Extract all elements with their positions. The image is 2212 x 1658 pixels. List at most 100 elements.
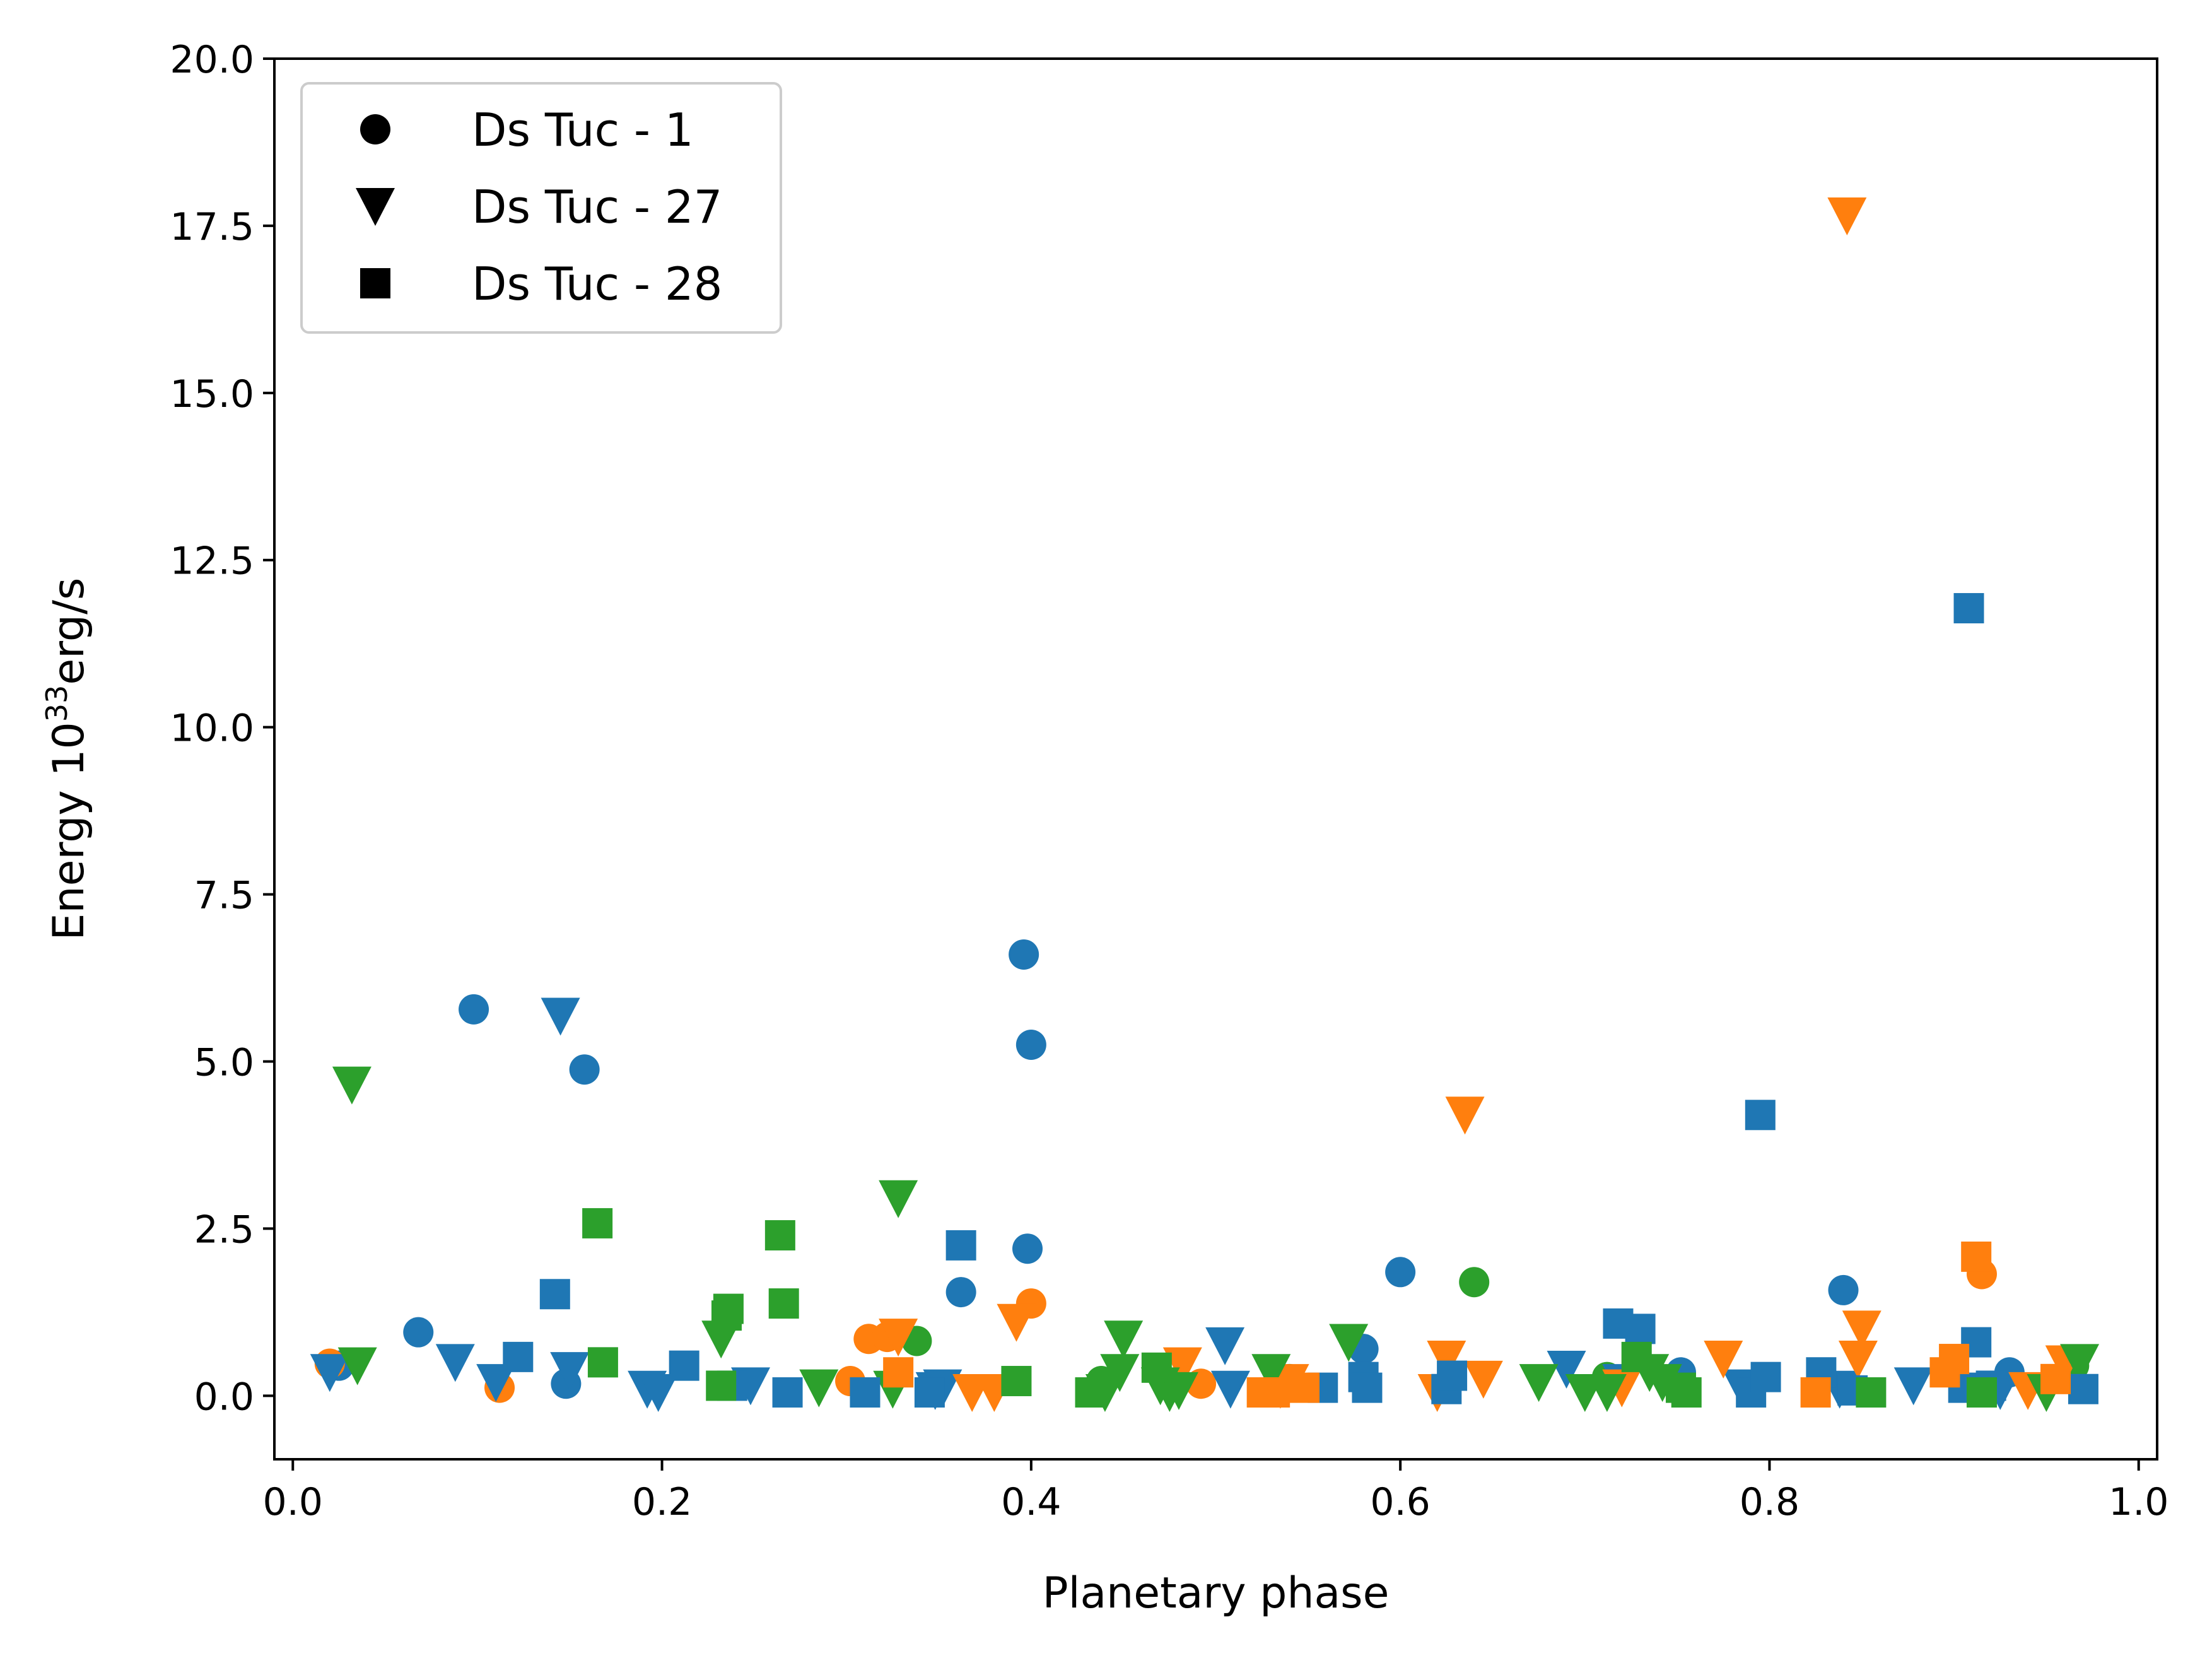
data-point-square-blue <box>539 1279 570 1310</box>
data-point-triangle-down-orange <box>1842 1310 1881 1349</box>
data-point-triangle-down-blue <box>541 997 580 1036</box>
data-point-square-green <box>587 1347 618 1378</box>
data-point-triangle-down-green <box>1251 1354 1291 1392</box>
data-point-triangle-down-orange <box>1463 1360 1503 1399</box>
data-point-square-green <box>1075 1377 1106 1408</box>
data-point-triangle-down-orange <box>879 1319 918 1357</box>
data-point-square-blue <box>1352 1372 1383 1403</box>
data-point-triangle-down-green <box>1587 1374 1627 1413</box>
data-point-triangle-down-green <box>1519 1364 1559 1402</box>
data-point-circle-blue <box>1012 1233 1043 1264</box>
data-point-triangle-down-blue <box>1893 1367 1933 1406</box>
data-point-triangle-down-orange <box>1445 1097 1485 1135</box>
data-point-circle-blue <box>1828 1274 1859 1305</box>
data-markers <box>310 197 2100 1413</box>
x-tick-label: 0.4 <box>1001 1480 1061 1524</box>
data-point-square-green <box>1621 1341 1652 1372</box>
data-point-triangle-down-green <box>332 1066 372 1105</box>
data-point-triangle-down-orange <box>1162 1347 1202 1385</box>
y-axis-label-prefix: Energy 10 <box>44 722 94 940</box>
x-tick-label: 0.0 <box>263 1480 323 1524</box>
data-point-square-green <box>1966 1377 1997 1408</box>
data-point-square-blue <box>1437 1360 1468 1391</box>
legend-marker-triangle-down <box>356 188 395 226</box>
y-tick-label: 0.0 <box>194 1375 254 1419</box>
data-point-triangle-down-green <box>879 1180 918 1218</box>
data-point-triangle-down-green <box>1104 1320 1144 1359</box>
y-axis-ticks: 0.0 2.5 5.0 7.5 10.0 12.5 15.0 17.5 20.0 <box>170 38 274 1419</box>
legend-marker-circle <box>360 114 390 144</box>
data-point-square-green <box>713 1293 744 1324</box>
data-point-triangle-down-orange <box>1704 1341 1743 1379</box>
legend-label: Ds Tuc - 27 <box>472 180 722 233</box>
y-axis-label-suffix: erg/s <box>44 578 94 685</box>
data-point-triangle-down-green <box>1100 1354 1140 1392</box>
y-axis-label-exponent: 33 <box>40 685 74 722</box>
data-point-square-blue <box>503 1341 534 1372</box>
data-point-square-blue <box>669 1350 699 1381</box>
data-point-square-green <box>582 1208 613 1238</box>
data-point-square-blue <box>772 1377 803 1408</box>
data-point-square-blue <box>2068 1373 2098 1404</box>
data-point-square-orange <box>1260 1377 1290 1408</box>
data-point-triangle-down-blue <box>638 1374 678 1413</box>
y-tick-label: 5.0 <box>194 1040 254 1085</box>
data-point-square-blue <box>850 1377 881 1408</box>
y-tick-label: 7.5 <box>194 874 254 918</box>
data-point-triangle-down-blue <box>310 1354 349 1392</box>
data-point-triangle-down-green <box>799 1369 839 1408</box>
data-point-circle-blue <box>1385 1257 1416 1288</box>
data-point-square-orange <box>1961 1241 1992 1272</box>
data-point-circle-blue <box>1009 939 1039 970</box>
data-point-square-blue <box>1625 1314 1656 1344</box>
y-tick-label: 2.5 <box>194 1208 254 1252</box>
legend-box <box>300 82 782 334</box>
y-tick-label: 10.0 <box>170 707 254 751</box>
data-point-triangle-down-orange <box>1827 197 1867 236</box>
data-point-triangle-down-blue <box>1210 1370 1250 1409</box>
data-point-circle-blue <box>1015 1030 1046 1061</box>
data-point-square-orange <box>2040 1363 2071 1394</box>
x-tick-label: 0.2 <box>632 1480 692 1524</box>
y-tick-label: 20.0 <box>170 38 254 82</box>
data-point-square-green <box>1671 1377 1702 1408</box>
data-point-square-blue <box>1953 593 1984 624</box>
data-point-square-orange <box>883 1357 914 1388</box>
data-point-square-blue <box>1750 1361 1781 1392</box>
data-point-triangle-down-orange <box>1838 1341 1878 1379</box>
legend-label: Ds Tuc - 1 <box>472 103 694 156</box>
data-point-square-orange <box>1800 1377 1831 1408</box>
data-point-square-green <box>1001 1366 1032 1397</box>
x-tick-label: 0.8 <box>1740 1480 1799 1524</box>
data-point-square-orange <box>1939 1344 1970 1375</box>
y-tick-label: 17.5 <box>170 205 254 249</box>
data-point-triangle-down-green <box>2060 1344 2100 1382</box>
data-point-triangle-down-blue <box>1205 1327 1245 1365</box>
x-tick-label: 0.6 <box>1370 1480 1430 1524</box>
data-point-triangle-down-orange <box>1427 1341 1466 1379</box>
data-point-circle-blue <box>945 1277 976 1308</box>
data-point-triangle-down-green <box>1329 1324 1369 1362</box>
y-tick-label: 12.5 <box>170 539 254 584</box>
y-axis-label: Energy 1033erg/s <box>40 578 94 941</box>
data-point-square-blue <box>945 1230 976 1261</box>
data-point-square-orange <box>1289 1372 1320 1403</box>
data-point-triangle-down-blue <box>476 1364 516 1402</box>
data-point-triangle-down-blue <box>550 1352 590 1390</box>
data-point-square-blue <box>1745 1100 1776 1131</box>
data-point-circle-blue <box>459 994 489 1025</box>
y-tick-label: 15.0 <box>170 372 254 416</box>
data-point-circle-blue <box>569 1054 600 1085</box>
data-point-square-green <box>1856 1377 1887 1408</box>
x-tick-label: 1.0 <box>2109 1480 2168 1524</box>
data-point-square-green <box>1141 1352 1172 1383</box>
legend-label: Ds Tuc - 28 <box>472 257 722 310</box>
x-axis-ticks: 0.0 0.2 0.4 0.6 0.8 1.0 <box>263 1459 2168 1524</box>
legend: Ds Tuc - 1 Ds Tuc - 27 Ds Tuc - 28 <box>300 82 782 334</box>
data-point-triangle-down-green <box>337 1347 377 1385</box>
data-point-square-green <box>768 1288 799 1319</box>
data-point-square-blue <box>914 1377 945 1408</box>
legend-marker-square <box>360 268 390 298</box>
data-point-triangle-down-orange <box>997 1303 1036 1342</box>
